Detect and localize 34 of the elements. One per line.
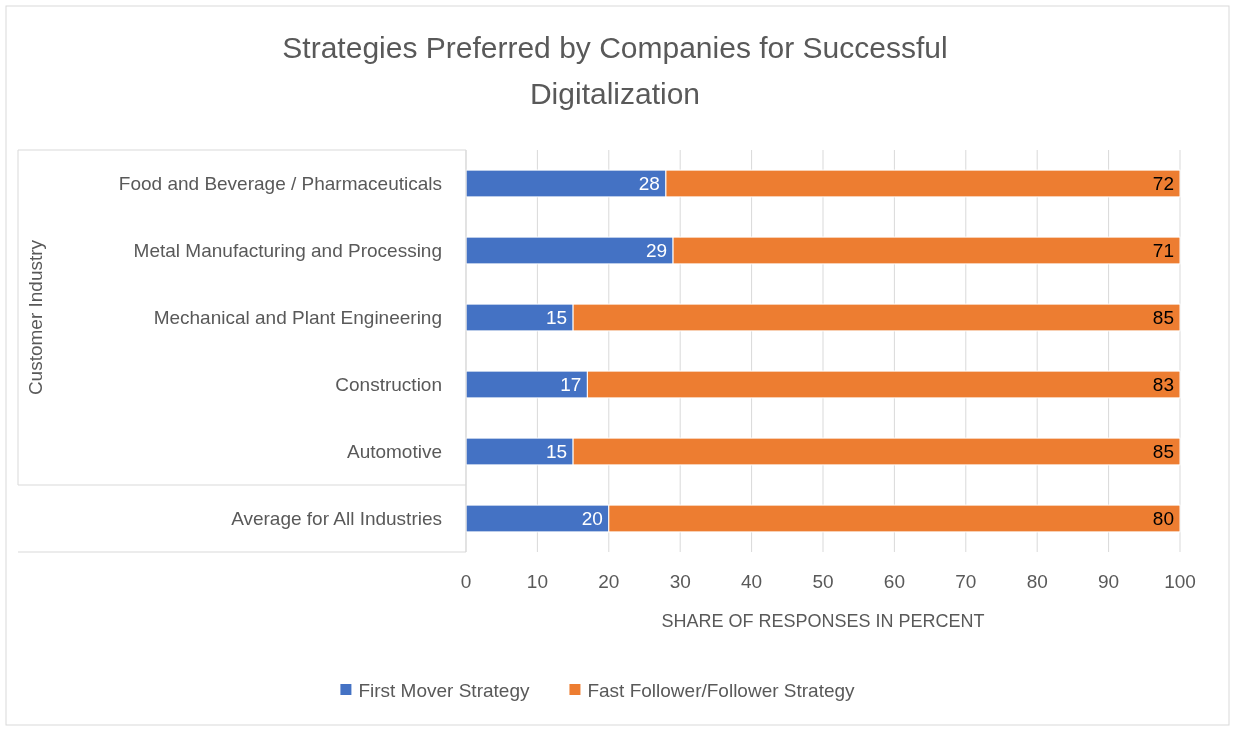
data-label: 85 (1152, 307, 1174, 329)
y-axis-title: Customer Industry (25, 239, 46, 396)
data-label: 20 (581, 508, 603, 530)
legend-label: First Mover Strategy (358, 679, 530, 701)
data-label: 29 (645, 240, 668, 262)
x-tick-label: 40 (741, 571, 763, 592)
x-tick-label: 10 (526, 571, 548, 592)
y-tick-label: Food and Beverage / Pharmaceuticals (118, 173, 442, 195)
data-label: 83 (1152, 374, 1174, 396)
y-tick-label: Construction (335, 374, 442, 396)
x-tick-label: 100 (1164, 571, 1196, 592)
y-tick-label: Metal Manufacturing and Processing (133, 240, 442, 262)
y-tick-label: Mechanical and Plant Engineering (153, 307, 442, 329)
data-label: 28 (638, 173, 660, 195)
x-axis-title: SHARE OF RESPONSES IN PERCENT (661, 611, 985, 631)
x-tick-label: 60 (883, 571, 905, 592)
data-label: 15 (545, 441, 568, 463)
data-label: 71 (1152, 240, 1174, 262)
x-tick-label: 30 (669, 571, 691, 592)
legend-label: Fast Follower/Follower Strategy (587, 679, 856, 701)
y-tick-label: Automotive (346, 441, 442, 463)
data-label: 72 (1152, 173, 1174, 195)
x-tick-label: 0 (460, 571, 472, 592)
y-tick-label: Average for All Industries (231, 508, 442, 530)
x-tick-label: 80 (1026, 571, 1048, 592)
data-label: 17 (560, 374, 582, 396)
data-label: 85 (1152, 441, 1174, 463)
x-tick-label: 70 (955, 571, 977, 592)
data-label: 80 (1152, 508, 1174, 530)
chart-title: Strategies Preferred by Companies for Successful Digitalization (282, 31, 948, 110)
x-tick-label: 20 (598, 571, 620, 592)
x-tick-label: 50 (812, 571, 834, 592)
x-tick-label: 90 (1098, 571, 1120, 592)
data-label: 15 (545, 307, 568, 329)
